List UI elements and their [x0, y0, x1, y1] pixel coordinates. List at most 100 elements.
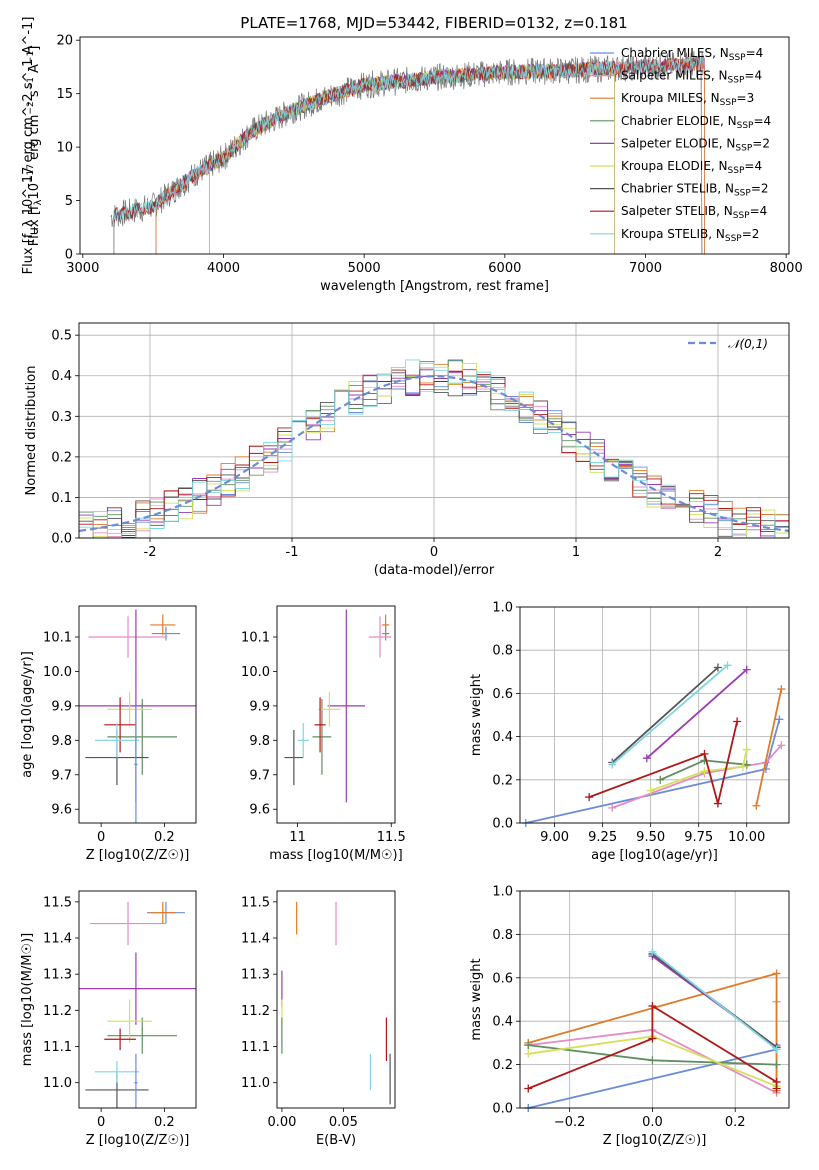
- weight-series-line: [611, 664, 729, 766]
- x-tick-label: 0.0: [642, 1115, 663, 1130]
- y-axis-label-part: −2: [26, 101, 36, 114]
- x-tick-label: 9.25: [588, 830, 617, 845]
- x-axis-label: age [log10(age/yr)]: [591, 848, 718, 863]
- legend-sub: SSP: [734, 189, 751, 199]
- legend-entry: Salpeter STELIB, NSSP=4: [621, 204, 767, 221]
- y-tick-label: 11.4: [241, 932, 270, 947]
- legend-eq: =3: [737, 91, 755, 105]
- legend-label: Salpeter STELIB, N: [621, 204, 733, 218]
- weight-marker: [752, 801, 761, 810]
- x-tick-label: 0.2: [725, 1115, 746, 1130]
- weight-marker: [524, 1041, 533, 1050]
- weight-marker: [742, 665, 751, 674]
- weight-marker: [777, 685, 786, 694]
- y-axis-label-part: −17: [26, 164, 36, 183]
- y-tick-label: 5: [65, 194, 73, 209]
- axes-frame: [78, 322, 790, 539]
- legend-entry: 𝒩(0,1): [728, 337, 768, 351]
- legend-label: Salpeter ELODIE, N: [621, 136, 735, 150]
- chart-layer: 3000 4000 5000 6000 7000 800005101520waveleng…: [20, 17, 803, 1148]
- x-tick-label: -2: [144, 545, 157, 560]
- weight-marker: [648, 1056, 657, 1065]
- residuals-panel: -2 -1 0 1 2 0.0 0.1 0.2 0.3 0.4 0.5 (data-model)/er…: [24, 322, 790, 578]
- weight-marker: [777, 741, 786, 750]
- x-axis-label: Z [log10(Z/Z☉)]: [86, 848, 190, 863]
- x-axis-label: wavelength [Angstrom, rest frame]: [320, 279, 549, 294]
- y-axis-label: mass [log10(M/M☉)]: [20, 933, 35, 1066]
- weight-series-line: [525, 719, 781, 823]
- weight-marker: [772, 1060, 781, 1069]
- y-axis-label-part: −1: [26, 77, 36, 90]
- weight-marker: [646, 786, 655, 795]
- y-tick-label: 9.9: [249, 699, 270, 714]
- y-axis-label-part: s: [27, 90, 42, 101]
- x-axis-label: E(B-V): [316, 1133, 356, 1148]
- weight-marker: [772, 1084, 781, 1093]
- x-tick-label: 11: [289, 830, 306, 845]
- spectrum-model-line: [209, 61, 615, 254]
- y-tick-label: 9.8: [249, 734, 270, 749]
- y-tick-label: 10.0: [43, 665, 72, 680]
- legend-entry: Kroupa MILES, NSSP=3: [621, 91, 754, 108]
- weight-series-line: [650, 749, 748, 792]
- y-tick-label: 0.2: [51, 450, 72, 465]
- weight-marker: [738, 762, 747, 771]
- y-tick-label: 11.0: [241, 1076, 270, 1091]
- x-tick-label: 9.75: [684, 830, 713, 845]
- weight-marker: [733, 717, 742, 726]
- x-axis-label: Z [log10(Z/Z☉)]: [603, 1133, 707, 1148]
- legend-label: Salpeter MILES, N: [621, 69, 728, 83]
- weight-series-line: [755, 688, 783, 806]
- age_vs_mass-panel: 11 11.5 9.6 9.7 9.8 9.9 10.0 10.1 mass [log10(M/…: [241, 605, 406, 863]
- y-tick-label: 11.1: [43, 1040, 72, 1055]
- histogram-series: [79, 359, 789, 538]
- y-tick-label: 11.0: [43, 1076, 72, 1091]
- y-tick-label: 10: [56, 141, 73, 156]
- y-axis-label: Flux [fλ10−17 erg cm−2 s−1 A−1]: [26, 46, 44, 247]
- spectrum-model-line: [113, 56, 703, 254]
- x-tick-label: 0: [430, 545, 438, 560]
- weight-marker: [775, 715, 784, 724]
- y-tick-label: 11.1: [241, 1040, 270, 1055]
- legend-eq: =4: [744, 159, 762, 173]
- weight-marker: [585, 793, 594, 802]
- y-tick-label: 0: [65, 248, 73, 263]
- spectrum-model-line: [209, 61, 615, 254]
- y-axis-label: Normed distribution: [24, 366, 39, 496]
- y-axis-label: Flux [f_λ 10^-17 erg cm^-2 s^-1 A^-1]: [21, 17, 36, 275]
- mass_vs_EBV-panel: 0.00 0.05 11.0 11.1 11.2 11.3 11.4 11.5 E(B-V): [241, 890, 396, 1148]
- legend-entry: Chabrier ELODIE, NSSP=4: [621, 114, 771, 131]
- axes-frame: [519, 606, 790, 824]
- weight-series-line: [611, 744, 782, 809]
- spectrum-model-line: [155, 57, 705, 254]
- y-tick-label: 0.6: [492, 971, 513, 986]
- weight-marker: [608, 803, 617, 812]
- x-tick-label: 1: [572, 545, 580, 560]
- y-tick-label: 0.2: [492, 1058, 513, 1073]
- spectrum-panel: 3000 4000 5000 6000 7000 8000 0 5 10 15 20 waveleng…: [21, 17, 803, 294]
- legend-eq: =2: [751, 182, 769, 196]
- y-tick-label: 11.5: [241, 895, 270, 910]
- weight-marker: [608, 760, 617, 769]
- y-tick-label: 15: [56, 87, 73, 102]
- x-tick-label: 8000: [770, 261, 803, 276]
- y-tick-label: 0.4: [492, 730, 513, 745]
- y-tick-label: 11.4: [43, 932, 72, 947]
- x-tick-label: 0: [97, 830, 105, 845]
- legend-eq: =4: [746, 46, 764, 60]
- y-tick-label: 11.3: [43, 968, 72, 983]
- x-tick-label: 3000: [66, 261, 99, 276]
- y-axis-label-part: −1: [26, 51, 36, 64]
- legend-sub: SSP: [733, 211, 750, 221]
- weight-marker: [524, 1084, 533, 1093]
- legend-sub: SSP: [729, 53, 746, 63]
- y-tick-label: 0.0: [492, 1102, 513, 1117]
- x-tick-label: 4000: [207, 261, 240, 276]
- x-tick-label: 6000: [488, 261, 521, 276]
- y-axis-label: mass weight: [469, 958, 484, 1040]
- weight-marker: [723, 661, 732, 670]
- weight-marker: [642, 754, 651, 763]
- weights_vs_Z-panel: −0.2 0.0 0.2 0.0 0.2 0.4 0.6 0.8 1.0 Z [log10(Z/Z…: [469, 885, 790, 1148]
- weight-series-line: [651, 951, 778, 1051]
